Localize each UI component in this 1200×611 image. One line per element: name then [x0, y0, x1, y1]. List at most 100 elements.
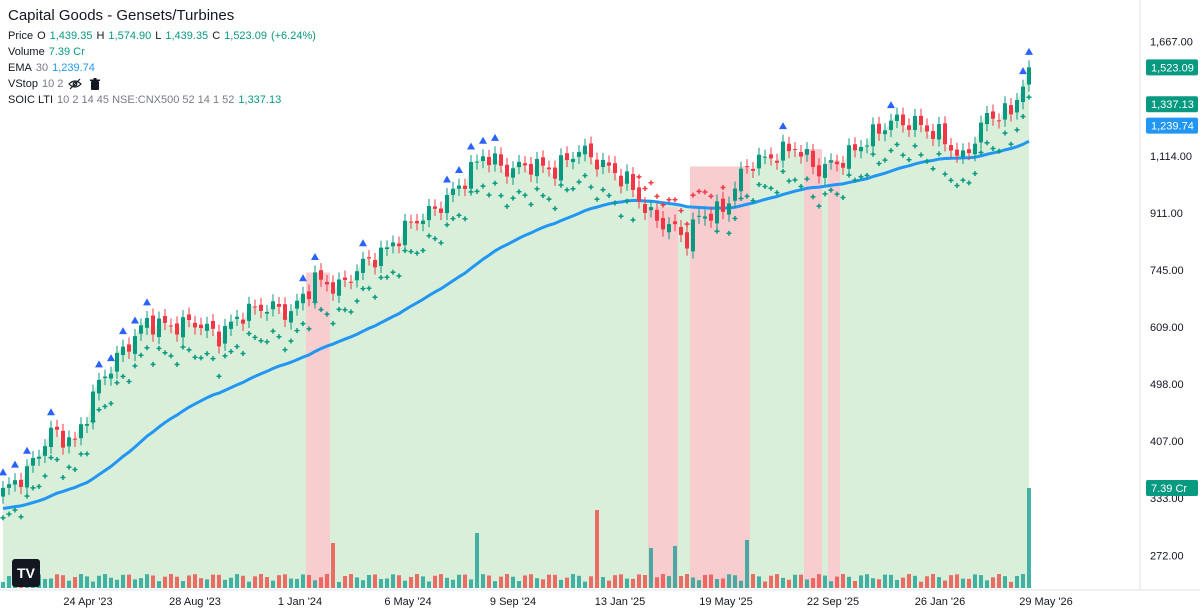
volume-bar	[907, 574, 911, 588]
volume-bar	[379, 578, 383, 588]
up-arrow-marker	[47, 408, 55, 416]
vstop-marker	[570, 186, 576, 192]
vstop-marker	[102, 403, 108, 409]
candle	[859, 139, 863, 159]
candle	[487, 149, 491, 173]
highlight-bands	[306, 149, 840, 589]
vstop-marker	[798, 183, 804, 189]
vstop-marker	[138, 352, 144, 358]
volume-row[interactable]: Volume 7.39 Cr	[8, 44, 316, 60]
up-arrow-marker	[455, 165, 463, 173]
volume-bar	[361, 580, 365, 588]
volume-bar	[547, 574, 551, 588]
green-fill-area	[3, 67, 1029, 589]
vstop-marker	[240, 351, 246, 357]
volume-bar	[73, 577, 77, 588]
candle	[145, 310, 149, 335]
y-tick-label: 1,114.00	[1150, 151, 1192, 163]
volume-bar	[457, 574, 461, 588]
volume-bar	[949, 575, 953, 588]
vstop-marker	[630, 217, 636, 223]
vstop-marker	[474, 188, 480, 194]
ema-row[interactable]: EMA 30 1,239.74	[8, 60, 316, 76]
vstop-marker	[834, 191, 840, 197]
candle	[325, 274, 329, 292]
volume-bar	[307, 575, 311, 588]
vstop-marker	[810, 194, 816, 200]
x-tick-label: 13 Jan '25	[595, 596, 645, 608]
candle-body	[685, 232, 689, 249]
volume-bar	[883, 574, 887, 588]
symbol-title[interactable]: Capital Goods - Gensets/Turbines	[8, 7, 235, 24]
candle-body	[859, 146, 863, 152]
candle	[463, 178, 467, 197]
candle	[517, 154, 521, 175]
candle-body	[571, 158, 575, 163]
candle-body	[271, 301, 275, 310]
candle	[415, 213, 419, 231]
volume-bar	[127, 574, 131, 588]
eye-hidden-icon[interactable]	[67, 77, 83, 91]
volume-bar	[925, 576, 929, 588]
vstop-marker	[60, 474, 66, 480]
candle	[1003, 96, 1007, 127]
candle	[661, 210, 665, 237]
vstop-marker	[396, 273, 402, 279]
volume-bar	[1027, 488, 1031, 588]
vstop-marker	[534, 186, 540, 192]
vstop-marker	[606, 193, 612, 199]
volume-value: 7.39 Cr	[48, 46, 85, 58]
trash-icon[interactable]	[87, 77, 103, 91]
candle-body	[715, 201, 719, 224]
candle	[979, 115, 983, 150]
up-arrow-marker	[311, 252, 319, 260]
candle	[13, 473, 17, 492]
volume-bar	[499, 576, 503, 588]
candle	[355, 264, 359, 288]
vstop-marker	[12, 507, 18, 513]
vstop-marker	[504, 203, 510, 209]
candle	[133, 329, 137, 362]
candle-body	[535, 158, 539, 177]
vstop-marker	[150, 361, 156, 367]
volume-bar	[979, 575, 983, 588]
candle	[523, 156, 527, 173]
volume-bar	[841, 574, 845, 588]
change-value: (+6.24%)	[270, 30, 316, 42]
volume-bar	[181, 581, 185, 588]
candle-body	[847, 145, 851, 169]
candle-body	[991, 111, 995, 119]
candle	[997, 113, 1001, 129]
volume-bar	[475, 533, 479, 588]
volume-bar	[955, 574, 959, 588]
candle	[25, 459, 29, 495]
vstop-marker	[462, 216, 468, 222]
open-label: O	[37, 30, 46, 42]
candle	[43, 439, 47, 464]
price-label-bg	[1146, 480, 1198, 497]
volume-bar	[157, 581, 161, 588]
volume-bar	[553, 574, 557, 588]
x-tick-label: 24 Apr '23	[63, 596, 112, 608]
candle	[199, 317, 203, 336]
volume-bar	[595, 510, 599, 588]
candle-body	[499, 154, 503, 166]
vstop-marker	[828, 187, 834, 193]
candle-body	[55, 426, 59, 430]
candle	[511, 161, 515, 185]
candle-body	[925, 125, 929, 132]
volume-bar	[871, 578, 875, 588]
vstop-marker	[300, 321, 306, 327]
candle-body	[673, 221, 677, 225]
candle-body	[265, 311, 269, 314]
soic-label: SOIC LTI	[8, 94, 54, 106]
candle	[439, 201, 443, 221]
volume-bar	[193, 574, 197, 588]
vstop-row[interactable]: VStop 10 2	[8, 76, 316, 92]
candle	[553, 160, 557, 186]
candle	[505, 157, 509, 184]
vstop-marker	[342, 307, 348, 313]
soic-row[interactable]: SOIC LTI 10 2 14 45 NSE:CNX500 52 14 1 5…	[8, 92, 316, 108]
tradingview-logo[interactable]: TV	[12, 559, 40, 587]
